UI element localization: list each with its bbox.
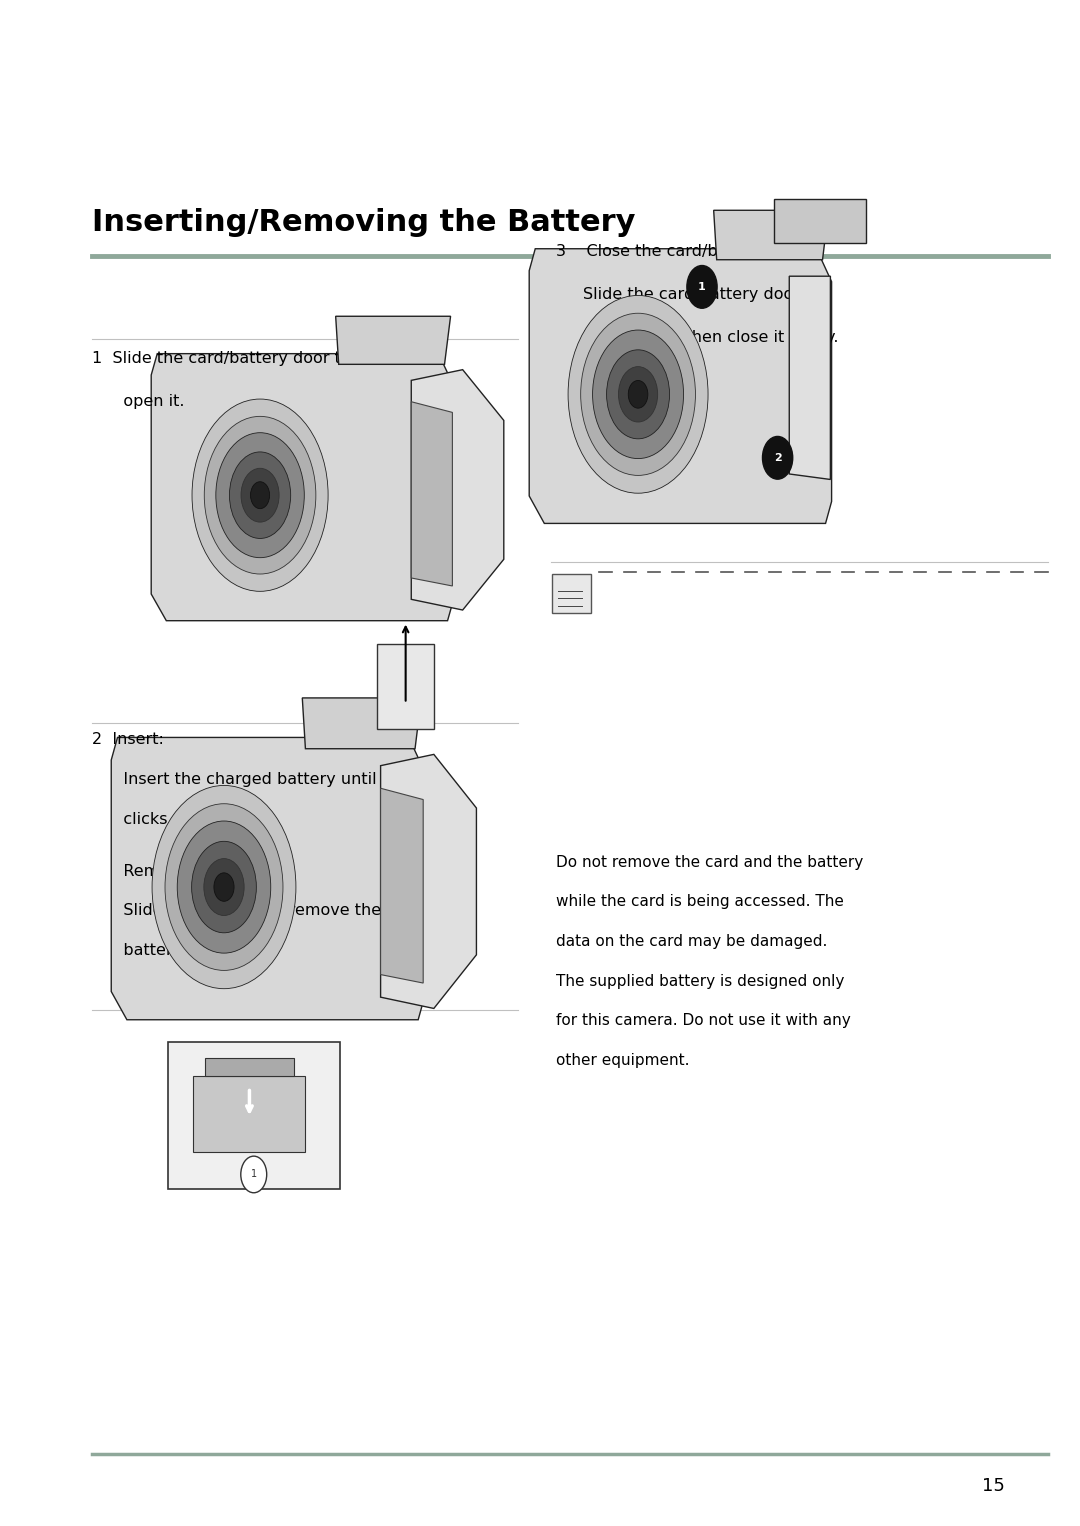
Polygon shape bbox=[411, 369, 503, 610]
Polygon shape bbox=[204, 1059, 294, 1076]
Polygon shape bbox=[193, 1076, 306, 1152]
Polygon shape bbox=[529, 249, 832, 523]
Polygon shape bbox=[151, 354, 454, 621]
Text: 1: 1 bbox=[251, 1169, 257, 1180]
Text: open it.: open it. bbox=[108, 394, 185, 409]
Text: the end and then close it firmly.: the end and then close it firmly. bbox=[583, 330, 839, 345]
Circle shape bbox=[593, 330, 684, 459]
Text: 1: 1 bbox=[698, 282, 706, 291]
Text: Slide the card/battery door to: Slide the card/battery door to bbox=[583, 287, 821, 302]
Circle shape bbox=[251, 482, 270, 508]
Polygon shape bbox=[336, 316, 450, 365]
Text: for this camera. Do not use it with any: for this camera. Do not use it with any bbox=[556, 1013, 851, 1029]
FancyBboxPatch shape bbox=[552, 574, 591, 613]
Polygon shape bbox=[302, 697, 421, 749]
Polygon shape bbox=[111, 737, 424, 1019]
Text: Slide the lock       to remove the: Slide the lock to remove the bbox=[108, 903, 381, 919]
Polygon shape bbox=[411, 401, 453, 586]
Text: Inserting/Removing the Battery: Inserting/Removing the Battery bbox=[92, 208, 635, 237]
Text: Remove:: Remove: bbox=[108, 864, 193, 879]
Circle shape bbox=[568, 296, 708, 493]
Circle shape bbox=[629, 380, 648, 407]
Text: battery.: battery. bbox=[108, 943, 185, 958]
Text: data on the card may be damaged.: data on the card may be damaged. bbox=[556, 934, 827, 949]
Polygon shape bbox=[378, 644, 434, 729]
Polygon shape bbox=[714, 211, 828, 259]
Circle shape bbox=[152, 786, 296, 989]
Polygon shape bbox=[167, 1042, 340, 1189]
Circle shape bbox=[204, 859, 244, 916]
Polygon shape bbox=[380, 789, 423, 983]
Text: 3    Close the card/battery door.: 3 Close the card/battery door. bbox=[556, 244, 811, 259]
Text: 2: 2 bbox=[773, 453, 782, 462]
Text: clicks.: clicks. bbox=[108, 812, 173, 827]
Circle shape bbox=[204, 417, 315, 574]
Text: 15: 15 bbox=[982, 1477, 1004, 1495]
Text: other equipment.: other equipment. bbox=[556, 1053, 690, 1068]
Circle shape bbox=[214, 873, 234, 902]
Text: while the card is being accessed. The: while the card is being accessed. The bbox=[556, 894, 845, 909]
Text: Insert the charged battery until it: Insert the charged battery until it bbox=[108, 772, 392, 787]
Circle shape bbox=[619, 366, 658, 423]
Circle shape bbox=[241, 1157, 267, 1193]
Text: 2  Insert:: 2 Insert: bbox=[92, 732, 164, 748]
Circle shape bbox=[229, 452, 291, 539]
Circle shape bbox=[192, 400, 328, 592]
Polygon shape bbox=[789, 276, 831, 479]
Polygon shape bbox=[380, 754, 476, 1009]
Text: Do not remove the card and the battery: Do not remove the card and the battery bbox=[556, 855, 863, 870]
Polygon shape bbox=[774, 200, 866, 243]
Circle shape bbox=[165, 804, 283, 971]
Circle shape bbox=[762, 436, 793, 479]
Circle shape bbox=[241, 468, 279, 522]
Circle shape bbox=[191, 841, 256, 932]
Circle shape bbox=[177, 821, 271, 954]
Circle shape bbox=[607, 349, 670, 439]
Text: 1  Slide the card/battery door to: 1 Slide the card/battery door to bbox=[92, 351, 350, 366]
Text: The supplied battery is designed only: The supplied battery is designed only bbox=[556, 974, 845, 989]
Circle shape bbox=[216, 433, 305, 557]
Circle shape bbox=[687, 266, 717, 308]
Circle shape bbox=[581, 313, 696, 476]
